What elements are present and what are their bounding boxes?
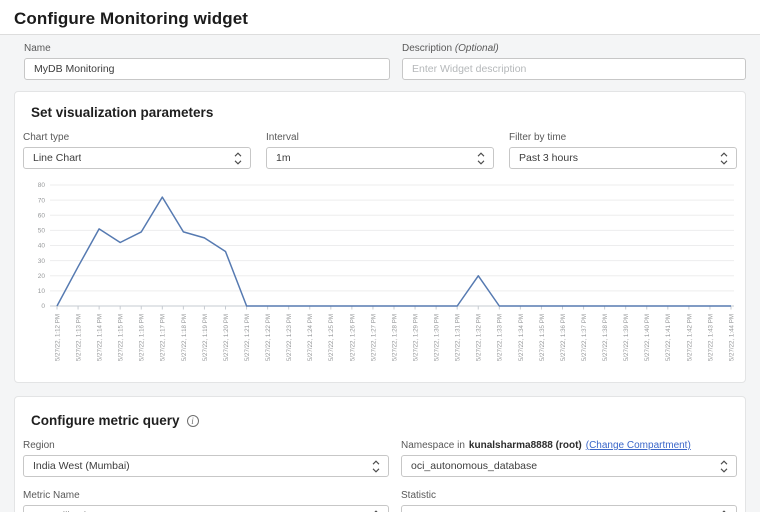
interval-label: Interval [266, 132, 299, 143]
x-axis-tick-label: 5/27/22, 1:19 PM [202, 314, 209, 361]
select-carets-icon [477, 151, 485, 165]
y-axis-tick-label: 20 [38, 273, 46, 280]
page-title: Configure Monitoring widget [14, 9, 249, 28]
x-axis-tick-label: 5/27/22, 1:36 PM [560, 314, 567, 361]
x-axis-tick-label: 5/27/22, 1:39 PM [623, 314, 630, 361]
x-axis-tick-label: 5/27/22, 1:27 PM [370, 314, 377, 361]
statistic-field-group: Statistic mean [401, 490, 737, 512]
x-axis-tick-label: 5/27/22, 1:31 PM [455, 314, 462, 361]
namespace-field-group: Namespace in kunalsharma8888 (root) (Cha… [401, 440, 737, 477]
x-axis-tick-label: 5/27/22, 1:18 PM [181, 314, 188, 361]
filter-by-time-field-group: Filter by time Past 3 hours [509, 132, 737, 169]
metric-query-card: Configure metric query i Region India We… [14, 396, 746, 512]
line-chart-svg: 0 10 20 30 40 50 60 70 80 5/27/22, 1:12 PM 5/27/22… [38, 182, 736, 361]
optional-hint: (Optional) [454, 43, 499, 54]
y-axis-tick-label: 0 [41, 303, 45, 310]
description-field-group: Description (Optional) [402, 43, 746, 80]
filter-by-time-select[interactable]: Past 3 hours [509, 147, 737, 169]
x-axis-tick-label: 5/27/22, 1:38 PM [602, 314, 609, 361]
y-axis-tick-label: 70 [38, 197, 46, 204]
region-field-group: Region India West (Mumbai) [23, 440, 389, 477]
region-label: Region [23, 440, 55, 451]
description-input[interactable] [402, 58, 746, 80]
select-carets-icon [720, 509, 728, 512]
visualization-controls-row: Chart type Line Chart Interval 1m [23, 132, 737, 169]
y-axis-tick-label: 80 [38, 182, 46, 189]
x-axis-tick-label: 5/27/22, 1:44 PM [728, 314, 735, 361]
x-axis-tick-label: 5/27/22, 1:20 PM [223, 314, 230, 361]
interval-field-group: Interval 1m [266, 132, 494, 169]
x-axis-tick-label: 5/27/22, 1:16 PM [139, 314, 146, 361]
x-axis-tick-label: 5/27/22, 1:21 PM [244, 314, 251, 361]
namespace-label: Namespace in kunalsharma8888 (root) (Cha… [401, 440, 691, 451]
y-axis-tick-label: 10 [38, 288, 46, 295]
x-axis-tick-label: 5/27/22, 1:29 PM [412, 314, 419, 361]
x-axis-tick-label: 5/27/22, 1:15 PM [118, 314, 125, 361]
x-axis-tick-label: 5/27/22, 1:13 PM [75, 314, 82, 361]
chart-line-series [56, 196, 731, 307]
page-header: Configure Monitoring widget [0, 0, 760, 35]
x-axis-tick-label: 5/27/22, 1:23 PM [286, 314, 293, 361]
x-axis-tick-label: 5/27/22, 1:40 PM [644, 314, 651, 361]
y-axis-tick-label: 50 [38, 228, 46, 235]
x-axis-tick-label: 5/27/22, 1:43 PM [707, 314, 714, 361]
select-carets-icon [372, 509, 380, 512]
y-axis-tick-label: 60 [38, 212, 46, 219]
namespace-select[interactable]: oci_autonomous_database [401, 455, 737, 477]
x-axis-tick-label: 5/27/22, 1:25 PM [328, 314, 335, 361]
y-axis-tick-label: 40 [38, 243, 46, 250]
description-label: Description (Optional) [402, 43, 499, 54]
x-axis-tick-label: 5/27/22, 1:33 PM [497, 314, 504, 361]
metric-query-form: Region India West (Mumbai) Namespace in … [23, 440, 737, 512]
statistic-select[interactable]: mean [401, 505, 737, 512]
select-carets-icon [234, 151, 242, 165]
metric-query-section-title: Configure metric query [31, 413, 180, 428]
filter-by-time-label: Filter by time [509, 132, 567, 143]
x-axis-tick-label: 5/27/22, 1:24 PM [307, 314, 314, 361]
x-axis-tick-label: 5/27/22, 1:17 PM [160, 314, 167, 361]
name-field-group: Name [24, 43, 390, 80]
x-axis-tick-label: 5/27/22, 1:26 PM [349, 314, 356, 361]
x-axis-tick-label: 5/27/22, 1:35 PM [539, 314, 546, 361]
statistic-label: Statistic [401, 490, 437, 501]
x-axis-tick-label: 5/27/22, 1:28 PM [391, 314, 398, 361]
name-label: Name [24, 43, 51, 54]
metric-preview-line-chart: 0 10 20 30 40 50 60 70 80 5/27/22, 1:12 PM 5/27/22… [23, 179, 737, 380]
x-axis-tick-label: 5/27/22, 1:30 PM [434, 314, 441, 361]
info-icon[interactable]: i [186, 414, 199, 427]
chart-type-select[interactable]: Line Chart [23, 147, 251, 169]
y-axis-tick-label: 30 [38, 258, 46, 265]
metric-name-field-group: Metric Name CpuUtilization [23, 490, 389, 512]
select-carets-icon [372, 459, 380, 473]
visualization-parameters-card: Set visualization parameters Chart type … [14, 91, 746, 383]
x-axis-tick-label: 5/27/22, 1:22 PM [265, 314, 272, 361]
widget-identity-form: Name Description (Optional) [0, 35, 760, 91]
visualization-section-title: Set visualization parameters [31, 105, 214, 120]
metric-name-label: Metric Name [23, 490, 80, 501]
metric-query-title-row: Configure metric query i [31, 413, 737, 428]
x-axis-tick-label: 5/27/22, 1:37 PM [581, 314, 588, 361]
x-axis-tick-label: 5/27/22, 1:12 PM [54, 314, 61, 361]
x-axis-tick-label: 5/27/22, 1:32 PM [476, 314, 483, 361]
x-axis-tick-label: 5/27/22, 1:41 PM [665, 314, 672, 361]
metric-name-select[interactable]: CpuUtilization [23, 505, 389, 512]
x-axis-tick-label: 5/27/22, 1:42 PM [686, 314, 693, 361]
change-compartment-link[interactable]: (Change Compartment) [585, 440, 691, 451]
interval-select[interactable]: 1m [266, 147, 494, 169]
select-carets-icon [720, 151, 728, 165]
name-input[interactable] [24, 58, 390, 80]
select-carets-icon [720, 459, 728, 473]
chart-type-label: Chart type [23, 132, 70, 143]
chart-type-field-group: Chart type Line Chart [23, 132, 251, 169]
compartment-name: kunalsharma8888 (root) [468, 440, 582, 451]
region-select[interactable]: India West (Mumbai) [23, 455, 389, 477]
x-axis-tick-label: 5/27/22, 1:34 PM [518, 314, 525, 361]
x-axis-tick-label: 5/27/22, 1:14 PM [97, 314, 104, 361]
